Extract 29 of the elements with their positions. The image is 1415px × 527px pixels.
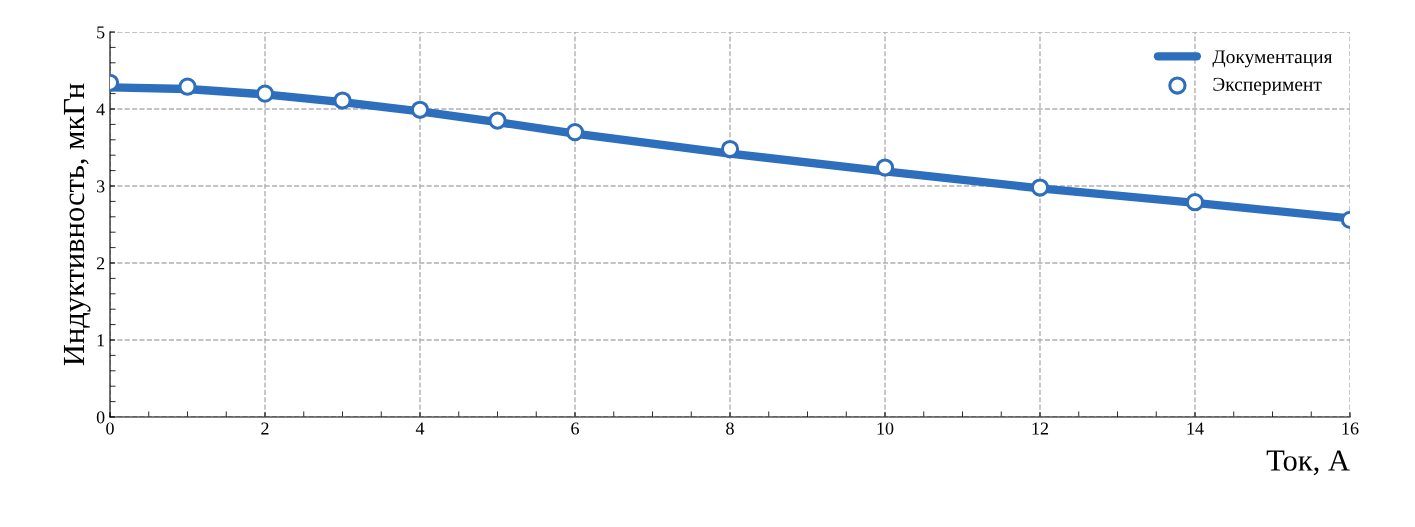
x-tick-label: 12 [1032, 422, 1049, 435]
point [255, 84, 275, 103]
x-axis-title: Ток, А [1266, 450, 1350, 476]
point [565, 122, 585, 142]
y-tick-label: 4 [96, 103, 105, 116]
x-tick-label: 2 [261, 422, 269, 435]
y-tick-label: 5 [97, 26, 105, 39]
point [1030, 178, 1050, 197]
y-tick-label: 2 [96, 257, 105, 270]
point [1185, 193, 1205, 212]
x-tick-label: 16 [1342, 422, 1359, 435]
legend-label: Эксперимент [1213, 77, 1322, 95]
legend-label: Документация [1212, 50, 1333, 68]
x-tick-label: 6 [571, 422, 579, 435]
point [720, 139, 740, 159]
x-tick-label: 0 [106, 422, 114, 435]
point [333, 91, 352, 110]
point [178, 77, 197, 96]
y-tick-label: 3 [96, 180, 105, 193]
y-axis-title: Индуктивность, мкГн [63, 83, 91, 366]
y-tick-label: 0 [96, 411, 105, 424]
x-tick-label: 14 [1187, 422, 1204, 435]
x-tick-label: 8 [726, 422, 734, 435]
point [488, 111, 507, 130]
point [410, 100, 430, 119]
x-tick-label: 10 [877, 422, 894, 435]
point [875, 158, 895, 177]
y-tick-label: 1 [97, 334, 105, 347]
x-tick-label: 4 [415, 422, 425, 435]
